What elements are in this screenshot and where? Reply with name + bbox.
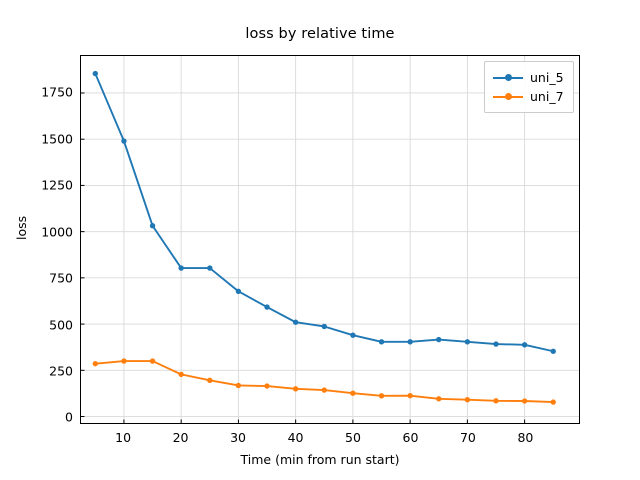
data-point-uni_5 (464, 339, 471, 345)
legend-swatch-icon (493, 91, 523, 103)
data-point-uni_7 (207, 377, 213, 383)
data-point-uni_5 (436, 336, 442, 343)
chart-title: loss by relative time (245, 26, 395, 42)
x-tick-label: 40 (287, 430, 304, 445)
data-point-uni_5 (550, 348, 556, 354)
data-point-uni_5 (207, 265, 213, 271)
series-layer (92, 70, 556, 405)
data-point-uni_5 (321, 323, 327, 330)
data-point-uni_5 (178, 265, 184, 271)
y-tick-label: 500 (49, 317, 73, 333)
x-tick-label: 10 (115, 430, 132, 445)
series-line-uni_7 (94, 360, 555, 404)
series-line-uni_5 (94, 72, 555, 353)
data-point-uni_7 (121, 358, 127, 364)
x-tick-label: 70 (459, 430, 476, 445)
legend-label: uni_5 (530, 70, 564, 85)
x-tick-label: 80 (517, 430, 534, 445)
data-point-uni_7 (436, 396, 442, 402)
data-point-uni_7 (264, 383, 270, 389)
data-point-uni_7 (178, 371, 184, 378)
data-point-uni_7 (550, 399, 556, 405)
legend-swatch-icon (493, 72, 523, 84)
legend-entry-uni_5[interactable]: uni_5 (493, 68, 564, 87)
data-point-uni_5 (121, 138, 127, 144)
data-point-uni_5 (407, 339, 413, 345)
y-axis-title: loss (14, 215, 29, 240)
data-point-uni_7 (321, 387, 327, 393)
data-point-uni_5 (149, 223, 156, 229)
legend[interactable]: uni_5 uni_7 (484, 61, 574, 113)
data-point-uni_7 (464, 397, 471, 403)
y-tick-label: 1750 (41, 84, 73, 100)
x-axis-title: Time (min from run start) (240, 452, 400, 467)
y-tick-label: 750 (49, 270, 73, 286)
data-point-uni_7 (292, 386, 299, 392)
x-tick-label: 60 (402, 430, 419, 445)
data-point-uni_5 (521, 342, 528, 348)
plot-area (80, 55, 580, 424)
data-point-uni_5 (292, 319, 299, 325)
data-point-uni_7 (350, 390, 356, 396)
y-tick-label: 1250 (41, 177, 73, 193)
data-point-uni_7 (235, 382, 242, 389)
data-point-uni_5 (493, 341, 499, 347)
x-tick-label: 30 (230, 430, 246, 445)
legend-label: uni_7 (530, 89, 564, 104)
data-point-uni_5 (235, 288, 242, 295)
data-point-uni_5 (350, 332, 356, 338)
data-point-uni_7 (378, 393, 385, 399)
data-point-uni_7 (407, 392, 413, 399)
data-point-uni_7 (521, 398, 528, 404)
data-point-uni_5 (378, 339, 385, 345)
y-tick-label: 250 (49, 363, 73, 379)
y-tick-label: 0 (65, 409, 73, 425)
data-point-uni_5 (264, 304, 270, 310)
legend-entry-uni_7[interactable]: uni_7 (493, 87, 564, 106)
data-point-uni_7 (493, 398, 499, 404)
y-tick-label: 1500 (41, 131, 73, 147)
data-point-uni_7 (149, 358, 156, 364)
y-tick-label: 1000 (41, 224, 73, 240)
x-tick-label: 20 (172, 430, 189, 445)
x-tick-label: 50 (345, 430, 361, 445)
data-point-uni_5 (92, 70, 98, 77)
data-point-uni_7 (92, 360, 98, 367)
